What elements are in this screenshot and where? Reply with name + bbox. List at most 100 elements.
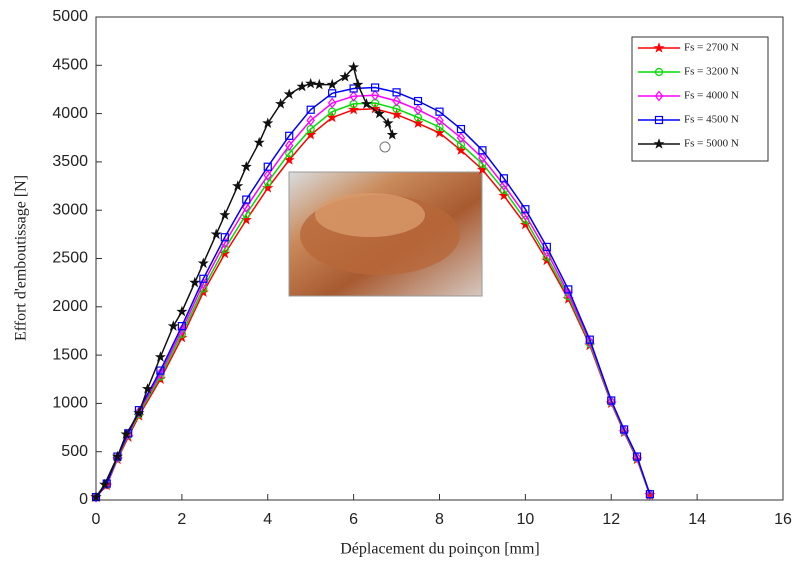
data-point bbox=[283, 154, 295, 165]
data-point bbox=[197, 257, 209, 269]
data-point bbox=[177, 324, 187, 336]
data-point bbox=[306, 114, 315, 126]
data-point bbox=[240, 160, 252, 172]
data-point bbox=[99, 478, 111, 490]
data-point bbox=[326, 111, 338, 123]
data-point bbox=[327, 97, 337, 109]
data-point bbox=[141, 383, 154, 394]
y-tick-label: 2500 bbox=[52, 250, 88, 267]
x-tick-label: 2 bbox=[177, 511, 186, 528]
data-point bbox=[370, 89, 380, 101]
data-point bbox=[412, 117, 424, 128]
data-point bbox=[382, 117, 394, 128]
data-point bbox=[219, 209, 231, 220]
data-point bbox=[306, 105, 315, 114]
data-point bbox=[177, 322, 186, 331]
data-point bbox=[645, 490, 654, 499]
data-point bbox=[392, 95, 401, 107]
series-line bbox=[95, 108, 651, 498]
x-tick-label: 4 bbox=[263, 511, 272, 528]
data-point bbox=[263, 162, 272, 171]
legend-label: Fs = 3200 N bbox=[684, 66, 739, 78]
x-tick-label: 10 bbox=[516, 511, 534, 528]
data-point bbox=[285, 131, 294, 140]
legend-label: Fs = 5000 N bbox=[684, 138, 739, 150]
y-tick-label: 2000 bbox=[52, 298, 88, 315]
data-point bbox=[370, 83, 380, 92]
data-point bbox=[433, 127, 446, 138]
data-point bbox=[349, 90, 358, 102]
data-point bbox=[232, 180, 244, 191]
data-point bbox=[284, 140, 294, 151]
data-point bbox=[275, 98, 287, 109]
data-point bbox=[386, 129, 398, 140]
x-tick-label: 14 bbox=[688, 511, 706, 528]
series-line bbox=[95, 65, 394, 498]
data-point bbox=[585, 335, 594, 344]
x-tick-label: 0 bbox=[92, 511, 101, 528]
data-point bbox=[373, 107, 385, 119]
data-point bbox=[253, 136, 265, 148]
data-point bbox=[392, 88, 401, 97]
data-point bbox=[339, 71, 351, 82]
x-tick-label: 12 bbox=[602, 511, 620, 528]
data-point bbox=[326, 78, 338, 90]
data-point bbox=[585, 336, 595, 348]
y-tick-label: 1000 bbox=[52, 395, 88, 412]
data-point bbox=[456, 132, 466, 144]
data-point bbox=[112, 450, 124, 462]
data-point bbox=[328, 89, 337, 98]
data-point bbox=[542, 242, 551, 252]
data-point bbox=[521, 205, 530, 214]
data-point bbox=[391, 108, 403, 120]
data-point bbox=[606, 395, 616, 407]
series-line bbox=[95, 94, 651, 498]
y-tick-label: 4000 bbox=[52, 105, 88, 122]
data-point bbox=[263, 178, 272, 187]
data-point bbox=[220, 233, 229, 242]
data-point bbox=[620, 425, 629, 434]
data-point bbox=[154, 351, 166, 362]
data-point bbox=[499, 179, 509, 191]
series-line bbox=[95, 86, 651, 498]
data-point bbox=[607, 396, 616, 405]
y-axis-label: Effort d'emboutissage [N] bbox=[13, 175, 30, 341]
legend-label: Fs = 2700 N bbox=[684, 42, 739, 54]
y-tick-label: 0 bbox=[79, 491, 88, 508]
data-point bbox=[199, 274, 208, 283]
data-point bbox=[167, 320, 179, 331]
legend-label: Fs = 4500 N bbox=[684, 114, 739, 126]
legend-label: Fs = 4000 N bbox=[684, 90, 739, 102]
data-point bbox=[619, 424, 629, 436]
legend-marker bbox=[653, 138, 665, 149]
x-tick-label: 16 bbox=[774, 511, 792, 528]
data-point bbox=[348, 61, 360, 73]
legend-marker bbox=[654, 67, 664, 77]
x-axis-label: Déplacement du poinçon [mm] bbox=[340, 541, 540, 558]
data-point bbox=[564, 287, 573, 299]
inset-photo bbox=[288, 141, 483, 297]
data-point bbox=[134, 406, 144, 418]
legend-marker bbox=[654, 115, 664, 125]
y-tick-label: 4500 bbox=[52, 57, 88, 74]
legend bbox=[631, 36, 769, 162]
data-point bbox=[210, 228, 222, 240]
data-point bbox=[455, 144, 467, 155]
data-point bbox=[499, 174, 509, 183]
data-point bbox=[156, 366, 165, 375]
data-point bbox=[263, 169, 273, 181]
x-tick-label: 8 bbox=[435, 511, 444, 528]
data-point bbox=[133, 407, 145, 418]
data-point bbox=[349, 84, 358, 93]
legend-marker bbox=[653, 42, 665, 53]
data-point bbox=[360, 98, 373, 109]
y-tick-label: 5000 bbox=[52, 8, 88, 25]
data-point bbox=[313, 78, 325, 90]
data-point bbox=[283, 88, 295, 99]
data-point bbox=[645, 489, 655, 501]
data-point bbox=[156, 367, 165, 379]
data-point bbox=[456, 140, 466, 149]
x-tick-label: 6 bbox=[349, 511, 358, 528]
y-tick-label: 1500 bbox=[52, 346, 88, 363]
